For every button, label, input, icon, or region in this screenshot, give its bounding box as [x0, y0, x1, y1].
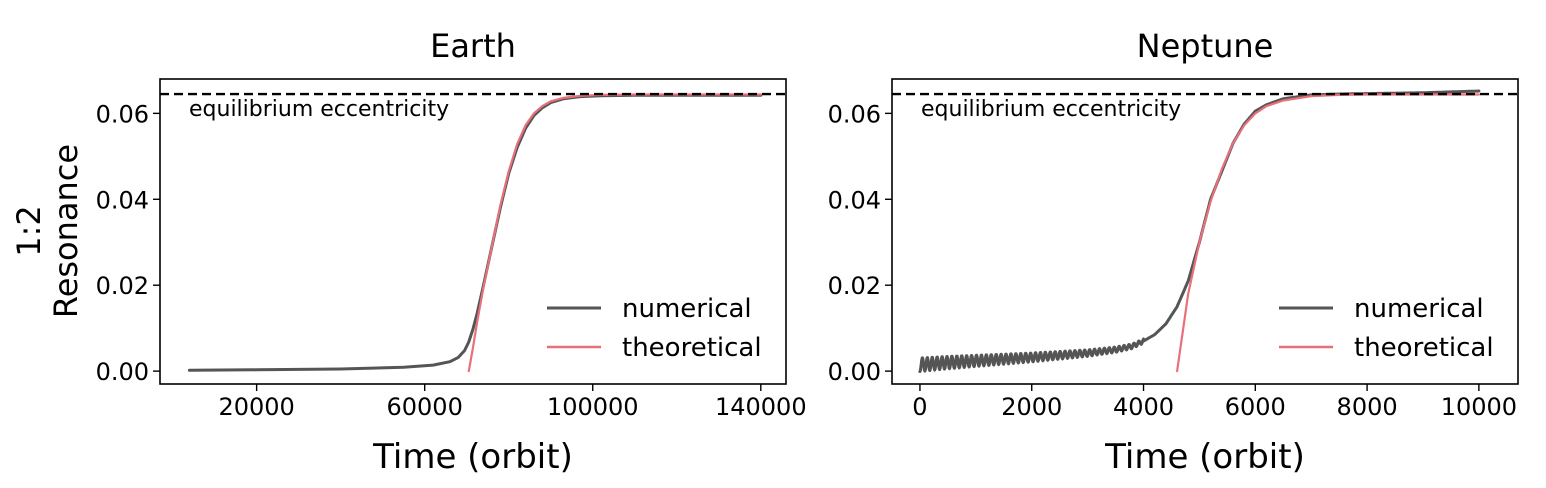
series-group — [187, 93, 763, 373]
x-tick-label: 2000 — [1001, 393, 1062, 421]
x-tick-label: 6000 — [1225, 393, 1286, 421]
y-tick-label: 0.04 — [96, 186, 149, 214]
legend: numerical theoretical — [547, 294, 762, 363]
y-tick-label: 0.06 — [96, 100, 149, 128]
figure-ylabel-line1: 1:2 — [10, 205, 48, 257]
x-tick-label: 60000 — [387, 393, 463, 421]
series-group — [918, 89, 1481, 373]
equilibrium-annotation: equilibrium eccentricity — [921, 97, 1181, 122]
legend-label-numerical: numerical — [622, 294, 752, 324]
y-tick-label: 0.06 — [828, 100, 881, 128]
series-line-numerical — [918, 89, 1481, 373]
series-line-theoretical — [467, 93, 762, 373]
chart-panel-neptune: Neptune Time (orbit) equilibrium eccentric… — [828, 27, 1519, 477]
legend-label-numerical: numerical — [1354, 294, 1484, 324]
axes-frame — [159, 78, 787, 385]
x-tick-label: 8000 — [1337, 393, 1398, 421]
chart-title: Earth — [430, 27, 516, 65]
series-line-theoretical — [1176, 93, 1480, 373]
chart-panel-earth: Earth Time (orbit) equilibrium eccentricit… — [96, 27, 807, 477]
legend-label-theoretical: theoretical — [1354, 333, 1494, 363]
legend: numerical theoretical — [1279, 294, 1494, 363]
equilibrium-annotation: equilibrium eccentricity — [189, 97, 449, 122]
y-tick-label: 0.00 — [96, 358, 149, 386]
x-tick-label: 20000 — [218, 393, 294, 421]
x-tick-label: 140000 — [715, 393, 807, 421]
x-tick-label: 0 — [912, 393, 927, 421]
x-tick-label: 10000 — [1441, 393, 1517, 421]
x-axis-label: Time (orbit) — [372, 437, 573, 477]
figure-ylabel-line2: Resonance — [47, 144, 85, 318]
y-tick-label: 0.02 — [828, 272, 881, 300]
chart-title: Neptune — [1137, 27, 1274, 65]
x-axis-label: Time (orbit) — [1104, 437, 1305, 477]
y-tick-label: 0.02 — [96, 272, 149, 300]
y-tick-label: 0.04 — [828, 186, 881, 214]
x-tick-label: 4000 — [1113, 393, 1174, 421]
legend-label-theoretical: theoretical — [622, 333, 762, 363]
y-tick-label: 0.00 — [828, 358, 881, 386]
axes-frame — [891, 78, 1519, 385]
x-tick-label: 100000 — [547, 393, 639, 421]
